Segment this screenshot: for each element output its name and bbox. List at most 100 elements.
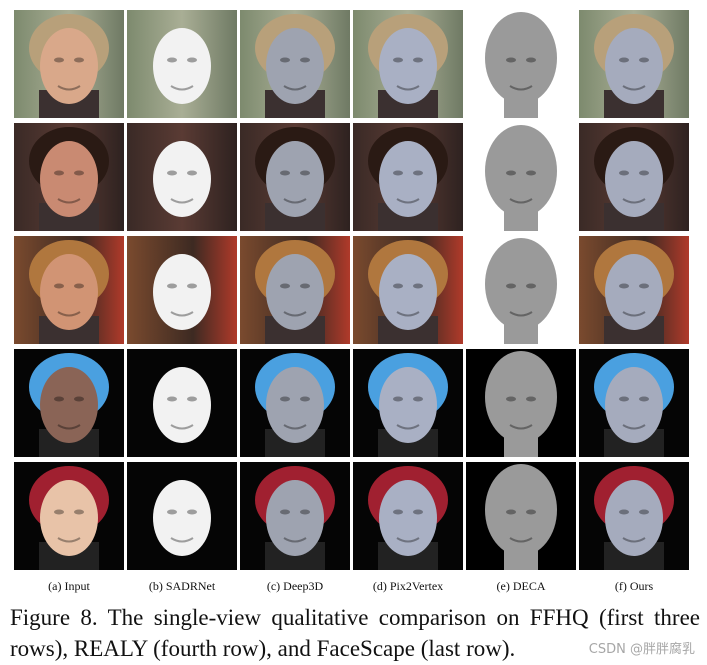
face-illustration bbox=[255, 466, 335, 570]
eye bbox=[526, 170, 536, 176]
face bbox=[153, 480, 211, 556]
eye bbox=[54, 509, 64, 515]
mouth bbox=[509, 424, 533, 430]
image-cell bbox=[240, 462, 350, 570]
eye bbox=[639, 396, 649, 402]
image-cell bbox=[127, 349, 237, 457]
eye bbox=[54, 57, 64, 63]
face-illustration bbox=[153, 254, 211, 330]
eye bbox=[167, 57, 177, 63]
head-mesh bbox=[485, 238, 557, 330]
face bbox=[379, 480, 437, 556]
mouth bbox=[396, 537, 420, 543]
face-illustration bbox=[255, 240, 335, 344]
eye bbox=[506, 396, 516, 402]
mouth bbox=[57, 85, 81, 91]
face-illustration bbox=[594, 466, 674, 570]
eye bbox=[639, 509, 649, 515]
face-illustration bbox=[29, 353, 109, 457]
face bbox=[266, 254, 324, 330]
image-cell bbox=[240, 10, 350, 118]
eye bbox=[526, 57, 536, 63]
eye bbox=[74, 57, 84, 63]
head-mesh bbox=[485, 351, 557, 443]
eye bbox=[619, 170, 629, 176]
eye bbox=[167, 283, 177, 289]
eye bbox=[413, 170, 423, 176]
mouth bbox=[283, 537, 307, 543]
face bbox=[266, 28, 324, 104]
eye bbox=[74, 396, 84, 402]
eye bbox=[639, 170, 649, 176]
image-cell bbox=[466, 462, 576, 570]
eye bbox=[393, 396, 403, 402]
eye bbox=[413, 396, 423, 402]
face-illustration bbox=[368, 240, 448, 344]
face bbox=[40, 141, 98, 217]
eye bbox=[167, 170, 177, 176]
face bbox=[605, 254, 663, 330]
mouth bbox=[396, 85, 420, 91]
eye bbox=[280, 283, 290, 289]
image-cell bbox=[579, 123, 689, 231]
face bbox=[153, 367, 211, 443]
image-cell bbox=[127, 10, 237, 118]
eye bbox=[280, 396, 290, 402]
mouth bbox=[396, 424, 420, 430]
eye bbox=[639, 57, 649, 63]
image-cell bbox=[14, 462, 124, 570]
image-cell bbox=[127, 462, 237, 570]
face-illustration bbox=[29, 14, 109, 118]
mouth bbox=[283, 311, 307, 317]
face-illustration bbox=[594, 127, 674, 231]
head-mesh bbox=[485, 12, 557, 104]
mouth bbox=[57, 424, 81, 430]
column-label: (d) Pix2Vertex bbox=[372, 579, 444, 593]
face-illustration bbox=[255, 127, 335, 231]
eye bbox=[506, 57, 516, 63]
face bbox=[605, 367, 663, 443]
eye bbox=[74, 283, 84, 289]
mouth bbox=[170, 424, 194, 430]
mouth bbox=[170, 537, 194, 543]
mouth bbox=[509, 537, 533, 543]
face-illustration bbox=[485, 238, 557, 344]
eye bbox=[54, 170, 64, 176]
face bbox=[379, 141, 437, 217]
eye bbox=[300, 509, 310, 515]
eye bbox=[393, 57, 403, 63]
mouth bbox=[283, 85, 307, 91]
mouth bbox=[509, 85, 533, 91]
face bbox=[379, 254, 437, 330]
eye bbox=[526, 283, 536, 289]
eye bbox=[167, 396, 177, 402]
eye bbox=[280, 170, 290, 176]
mouth bbox=[396, 311, 420, 317]
mouth bbox=[622, 537, 646, 543]
image-cell bbox=[466, 10, 576, 118]
mouth bbox=[57, 198, 81, 204]
face bbox=[266, 141, 324, 217]
image-cell bbox=[353, 123, 463, 231]
face bbox=[605, 480, 663, 556]
image-cell bbox=[353, 349, 463, 457]
eye bbox=[619, 57, 629, 63]
neck-mesh bbox=[504, 321, 538, 344]
eye bbox=[280, 509, 290, 515]
head-mesh bbox=[485, 464, 557, 556]
eye bbox=[187, 170, 197, 176]
mouth bbox=[283, 424, 307, 430]
mouth bbox=[283, 198, 307, 204]
mouth bbox=[170, 198, 194, 204]
face-illustration bbox=[485, 464, 557, 570]
eye bbox=[300, 170, 310, 176]
image-cell bbox=[14, 349, 124, 457]
figure-caption: Figure 8. The single-view qualitative co… bbox=[10, 605, 700, 661]
face-illustration bbox=[485, 12, 557, 118]
neck-mesh bbox=[504, 547, 538, 570]
column-label: (c) Deep3D bbox=[266, 579, 324, 593]
face-illustration bbox=[153, 141, 211, 217]
face bbox=[153, 28, 211, 104]
face bbox=[40, 28, 98, 104]
